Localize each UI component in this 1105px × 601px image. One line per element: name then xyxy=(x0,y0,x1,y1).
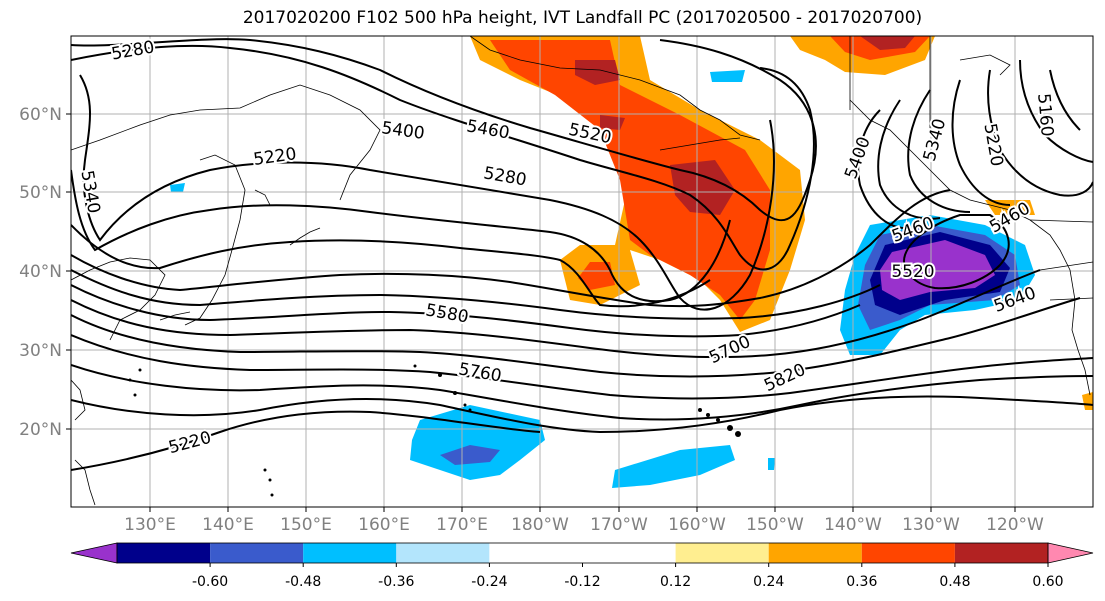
colorbar-segment xyxy=(768,543,862,563)
colorbar-tick-label: -0.48 xyxy=(285,574,321,590)
colorbar-tick-label: -0.24 xyxy=(471,574,507,590)
height-contours xyxy=(71,38,1093,471)
lon-tick-label: 120°W xyxy=(986,515,1044,535)
colorbar-tick-label: -0.12 xyxy=(564,574,600,590)
lat-tick-label: 40°N xyxy=(19,262,62,282)
lon-tick-label: 160°E xyxy=(358,515,410,535)
colorbar-segment xyxy=(675,543,769,563)
contour-label: 5280 xyxy=(110,37,156,64)
colorbar-tick-label: 0.48 xyxy=(939,574,970,590)
lat-tick-label: 50°N xyxy=(19,183,62,203)
lon-tick-label: 180°W xyxy=(511,515,569,535)
lon-tick-label: 140°W xyxy=(824,515,882,535)
lat-tick-label: 60°N xyxy=(19,105,62,125)
colorbar-tick-label: -0.36 xyxy=(378,574,414,590)
colorbar-tick-label: -0.60 xyxy=(192,574,228,590)
contour-label: 5760 xyxy=(457,359,503,386)
coastlines xyxy=(71,36,1093,506)
colorbar-labels: -0.60 -0.48 -0.36 -0.24 -0.12 0.12 0.24 0.36 0.4… xyxy=(192,563,1064,590)
map-title: 2017020200 F102 500 hPa height, IVT Land… xyxy=(242,8,923,28)
contour-label: 5400 xyxy=(841,134,875,181)
islands xyxy=(128,364,741,497)
colorbar-segment xyxy=(117,543,211,563)
lon-tick-label: 150°W xyxy=(746,515,804,535)
contour-label: 5700 xyxy=(706,332,754,368)
contour-label: 5220 xyxy=(167,428,214,459)
contour-label: 5220 xyxy=(252,144,298,170)
colorbar-segment xyxy=(210,543,304,563)
contour-label: 5400 xyxy=(380,118,426,144)
contour-label: 5160 xyxy=(1033,93,1057,138)
colorbar-tick-label: 0.24 xyxy=(753,574,784,590)
colorbar xyxy=(70,542,1094,564)
colorbar-tick-label: 0.60 xyxy=(1032,574,1063,590)
longitude-ticks: 130°E 140°E 150°E 160°E 170°E 180°W 170°W 160°W… xyxy=(124,507,1044,535)
colorbar-tick-label: 0.12 xyxy=(660,574,691,590)
colorbar-segment xyxy=(396,543,490,563)
lon-tick-label: 170°E xyxy=(436,515,488,535)
contour-label: 5280 xyxy=(482,163,528,190)
contour-label: 5580 xyxy=(424,300,470,327)
colorbar-segment xyxy=(303,543,397,563)
lon-tick-label: 140°E xyxy=(202,515,254,535)
colorbar-segment xyxy=(954,543,1048,563)
lon-tick-label: 160°W xyxy=(668,515,726,535)
colorbar-segment xyxy=(861,543,955,563)
lat-tick-label: 20°N xyxy=(19,420,62,440)
colorbar-segment xyxy=(582,543,676,563)
lon-tick-label: 170°W xyxy=(590,515,648,535)
lon-tick-label: 130°W xyxy=(902,515,960,535)
contour-label: 5520 xyxy=(891,262,934,282)
graticule xyxy=(71,36,1093,507)
contour-label: 5340 xyxy=(76,169,103,215)
colorbar-tick-label: 0.36 xyxy=(846,574,877,590)
colorbar-segment xyxy=(489,543,583,563)
contour-label: 5220 xyxy=(979,122,1006,168)
colorbar-extend-min xyxy=(70,542,118,564)
contour-label: 5340 xyxy=(920,117,951,164)
colorbar-extend-max xyxy=(1047,542,1094,564)
lon-tick-label: 150°E xyxy=(280,515,332,535)
lat-tick-label: 30°N xyxy=(19,341,62,361)
lon-tick-label: 130°E xyxy=(124,515,176,535)
latitude-ticks: 20°N 30°N 40°N 50°N 60°N xyxy=(19,105,71,440)
